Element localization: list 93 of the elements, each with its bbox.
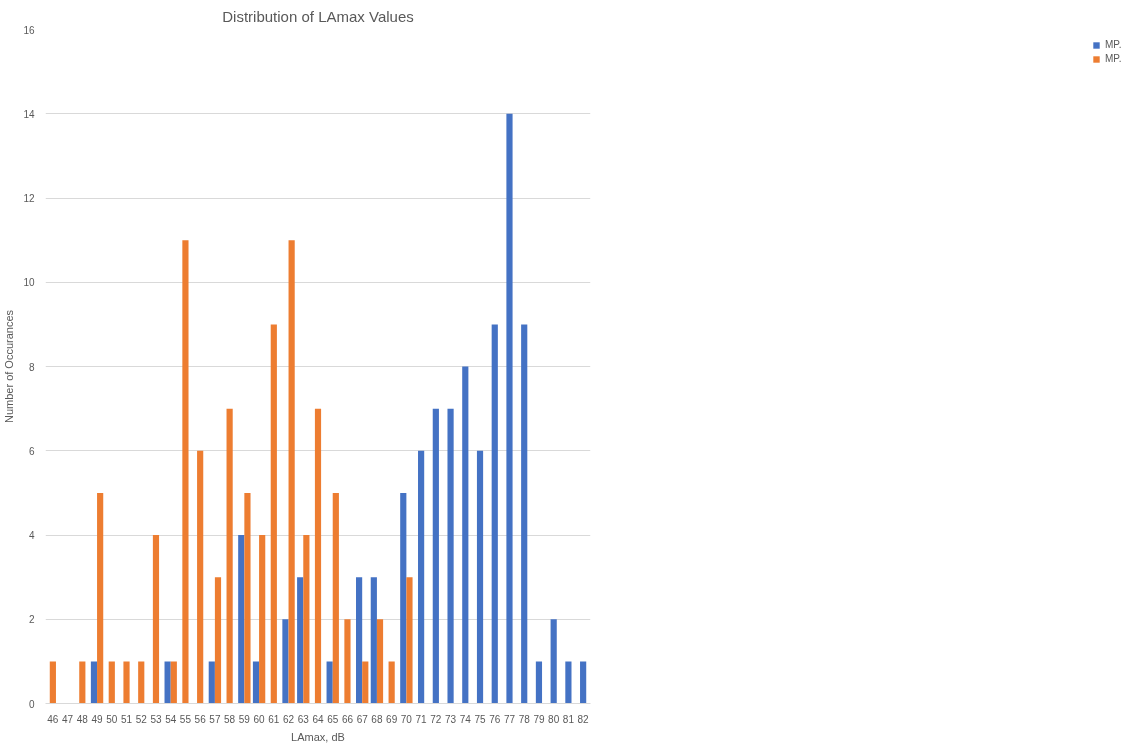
- x-tick-label: 77: [503, 713, 516, 725]
- x-tick-label: 48: [76, 713, 89, 725]
- chart-title: Distribution of LAmax Values: [222, 7, 414, 25]
- bar: [108, 661, 115, 704]
- x-tick-label: 63: [297, 713, 310, 725]
- bar: [79, 661, 86, 704]
- x-tick-label: 62: [282, 713, 295, 725]
- y-tick-label: 4: [28, 530, 35, 541]
- x-tick-label: 49: [91, 713, 104, 725]
- x-tick-label: 73: [445, 713, 457, 725]
- bar: [90, 661, 98, 704]
- bar: [370, 577, 377, 704]
- bar: [447, 408, 454, 704]
- x-tick-label: 59: [238, 713, 251, 725]
- x-tick-label: 64: [312, 713, 324, 725]
- bar: [297, 577, 304, 704]
- x-tick-label: 52: [135, 713, 148, 725]
- y-tick-label: 2: [28, 614, 35, 626]
- x-tick-label: 81: [562, 713, 575, 725]
- y-tick-label: 16: [23, 24, 35, 36]
- x-tick-label: 75: [474, 713, 487, 725]
- bar: [182, 240, 189, 704]
- x-tick-label: 54: [165, 713, 177, 725]
- y-tick-label: 14: [23, 108, 35, 120]
- bar: [565, 661, 572, 704]
- bar: [491, 324, 498, 704]
- bar: [521, 324, 528, 704]
- bar: [208, 661, 215, 704]
- x-tick-label: 65: [327, 713, 339, 725]
- bar: [259, 535, 266, 704]
- x-tick-label: 47: [62, 713, 74, 725]
- x-tick-label: 72: [430, 713, 442, 725]
- x-tick-label: 66: [341, 713, 354, 725]
- bar: [164, 661, 171, 704]
- bar: [362, 661, 369, 704]
- bar: [418, 450, 425, 704]
- bar: [580, 661, 587, 704]
- bar: [400, 492, 407, 704]
- bar: [303, 535, 310, 704]
- x-tick-label: 60: [253, 713, 266, 725]
- x-tick-label: 79: [533, 713, 545, 725]
- x-tick-label: 82: [577, 713, 590, 725]
- bar: [326, 661, 333, 704]
- bar: [226, 408, 233, 704]
- y-tick-label: 6: [28, 445, 35, 457]
- bar: [138, 661, 145, 704]
- bar: [288, 240, 295, 704]
- bar: [432, 408, 439, 704]
- x-tick-label: 56: [194, 713, 207, 725]
- x-tick-label: 74: [459, 713, 472, 725]
- x-tick-label: 46: [47, 713, 59, 725]
- x-axis-title: LAmax, dB: [291, 730, 345, 743]
- x-tick-label: 57: [209, 713, 221, 725]
- bar: [152, 535, 160, 704]
- bar: [170, 661, 177, 704]
- y-tick-label: 0: [28, 698, 35, 710]
- bar: [197, 450, 204, 704]
- y-tick-label: 10: [23, 277, 35, 289]
- bar: [462, 366, 469, 704]
- bar: [123, 661, 130, 704]
- y-tick-label: 8: [28, 361, 35, 373]
- bar: [476, 450, 484, 704]
- bar: [406, 577, 413, 704]
- x-tick-label: 70: [400, 713, 413, 725]
- bar: [506, 113, 513, 704]
- x-tick-label: 76: [489, 713, 501, 725]
- x-tick-label: 61: [268, 713, 280, 725]
- bar: [376, 619, 384, 704]
- x-tick-label: 67: [356, 713, 369, 725]
- bar: [49, 661, 56, 704]
- legend-label: MP.: [1105, 53, 1123, 64]
- bar: [282, 619, 289, 704]
- bar: [244, 492, 251, 704]
- x-tick-label: 68: [371, 713, 383, 725]
- y-axis-title: Number of Occurances: [3, 309, 16, 424]
- x-tick-label: 78: [518, 713, 531, 725]
- x-tick-label: 55: [179, 713, 192, 725]
- x-tick-label: 53: [150, 713, 162, 725]
- y-tick-label: 12: [23, 193, 35, 204]
- bar: [252, 661, 260, 704]
- bar: [332, 492, 339, 704]
- x-tick-label: 69: [386, 713, 398, 725]
- legend-label: MP.: [1105, 39, 1123, 50]
- x-tick-label: 50: [106, 713, 118, 725]
- x-tick-label: 80: [548, 713, 560, 725]
- bar: [356, 577, 363, 704]
- x-tick-label: 58: [224, 713, 236, 725]
- bar: [535, 661, 543, 704]
- bar: [550, 619, 557, 704]
- bar: [214, 577, 222, 704]
- bar: [238, 535, 245, 704]
- x-tick-label: 71: [415, 713, 428, 725]
- x-tick-label: 51: [120, 713, 133, 725]
